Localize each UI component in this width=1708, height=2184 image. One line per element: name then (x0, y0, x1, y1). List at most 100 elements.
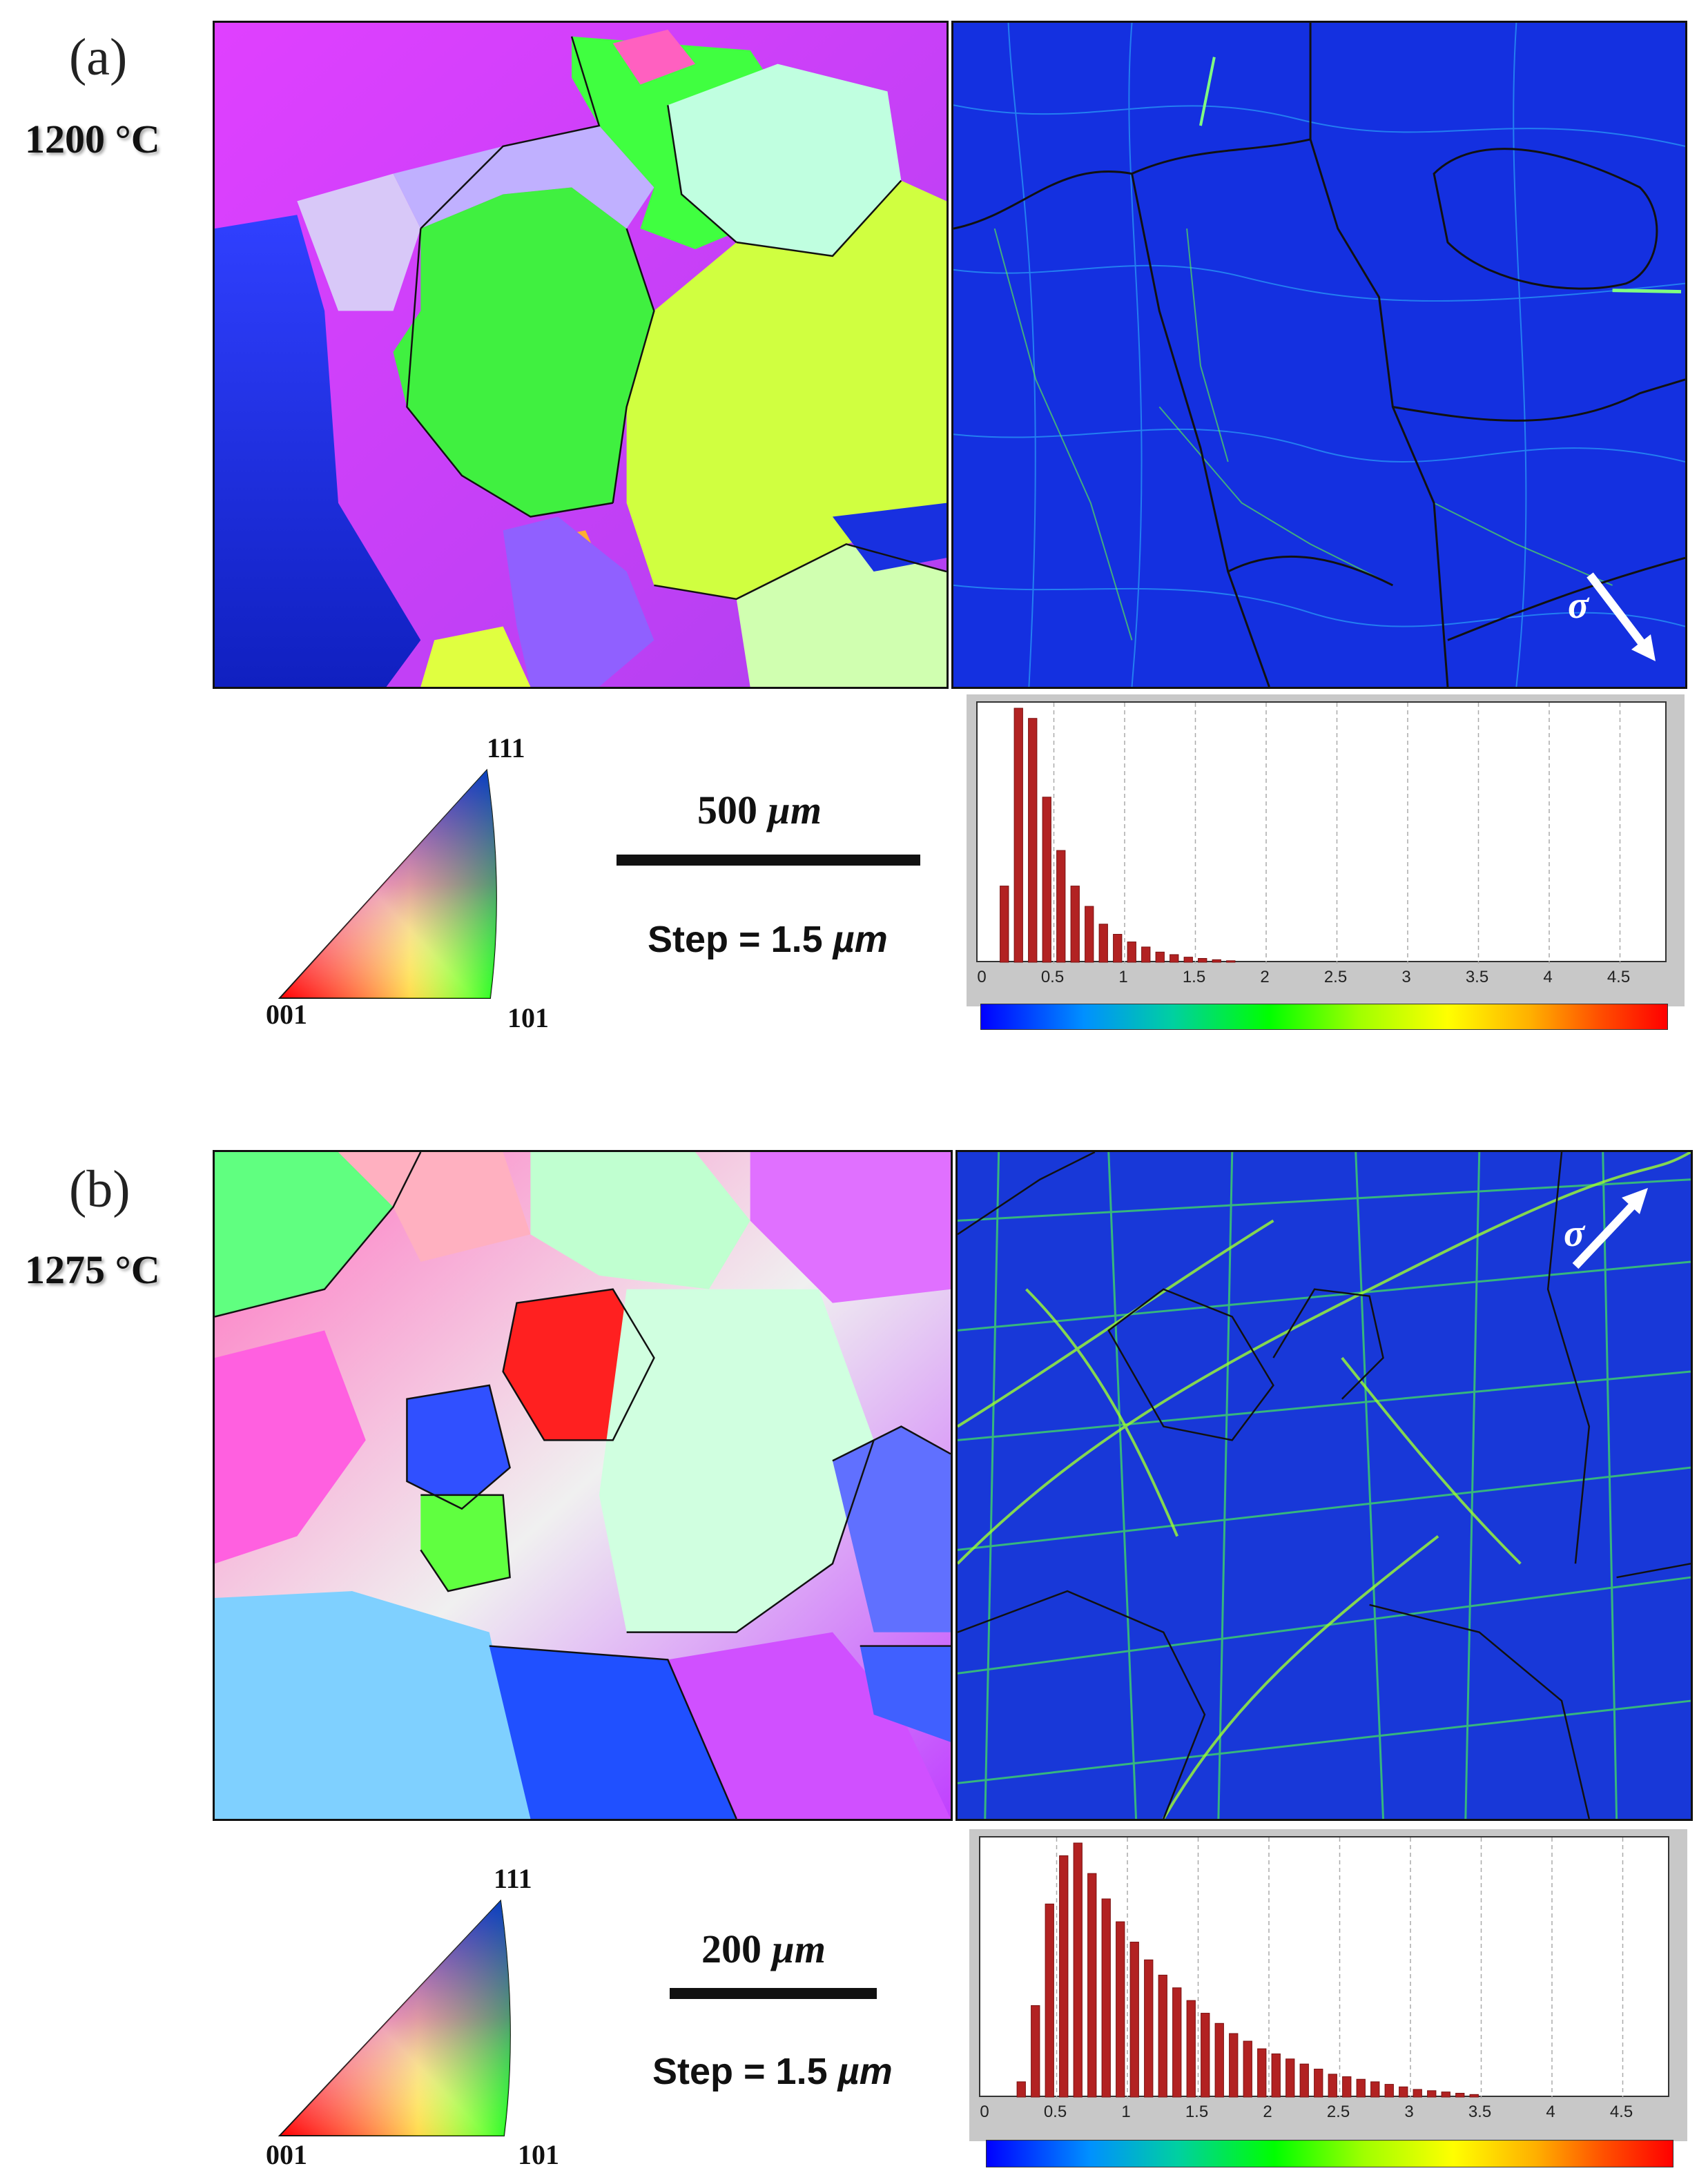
histogram-bar (1070, 886, 1080, 963)
histogram-bar (1031, 2005, 1040, 2098)
histogram-bar (1028, 718, 1038, 963)
histogram-tick-label: 2 (1260, 968, 1270, 986)
histogram-bar (1455, 2092, 1465, 2098)
panel-b-label: (b) (69, 1160, 130, 1218)
ipf-orientation-map-a (213, 21, 949, 689)
histogram-bar (1201, 2013, 1210, 2098)
histogram-bar (1170, 954, 1179, 963)
histogram-bar (1127, 942, 1136, 963)
histogram-bar (1328, 2074, 1337, 2098)
ipf-color-key-a: 111 001 101 (266, 722, 570, 1040)
ipf-corner-101-b: 101 (518, 2139, 559, 2170)
histogram-bar (1056, 850, 1066, 963)
histogram-bars-a (1000, 703, 1621, 964)
histogram-plot-area-a (976, 701, 1667, 964)
histogram-bar (1186, 2000, 1196, 2098)
histogram-bar (1399, 2086, 1408, 2098)
kernel-misorientation-map-b: σ (955, 1150, 1693, 1821)
scale-bar-b (670, 1988, 877, 1999)
histogram-tick-label: 4 (1546, 2103, 1555, 2121)
histogram-tick-label: 1 (1121, 2103, 1131, 2121)
stress-direction-label-a: σ (1568, 584, 1589, 627)
histogram-tick-label: 4.5 (1609, 2103, 1633, 2121)
histogram-tick-label: 0 (980, 2103, 989, 2121)
histogram-bar (1141, 946, 1151, 963)
histogram-bar (1098, 924, 1108, 963)
histogram-bar (1129, 1942, 1139, 2098)
ipf-corner-101-a: 101 (507, 1002, 549, 1033)
histogram-bar (1087, 1873, 1097, 2098)
histogram-bar (1113, 934, 1123, 963)
histogram-bar (1212, 959, 1221, 963)
ipf-corner-111-b: 111 (494, 1863, 532, 1894)
histogram-bar (1198, 957, 1207, 963)
ipf-color-key-b: 111 001 101 (266, 1860, 570, 2177)
histogram-bar (1000, 886, 1009, 963)
panel-a-temperature: 1200 °C (25, 117, 160, 162)
histogram-bars-b (1016, 1837, 1624, 2098)
step-size-label-a: Step = 1.5 µm (648, 919, 888, 960)
histogram-tick-label: 1.5 (1182, 968, 1206, 986)
histogram-bar (1214, 2022, 1224, 2098)
panel-b-temperature: 1275 °C (25, 1247, 160, 1292)
histogram-bar (1016, 2081, 1026, 2098)
histogram-bar (1144, 1959, 1154, 2098)
histogram-bar (1370, 2081, 1380, 2098)
histogram-bar (1158, 1974, 1167, 2098)
scale-bar-a (617, 855, 920, 866)
ipf-orientation-map-b (213, 1150, 953, 1821)
histogram-tick-label: 2.5 (1323, 968, 1348, 986)
kernel-misorientation-map-a: σ (951, 21, 1687, 689)
histogram-bar (1226, 960, 1236, 963)
histogram-tick-label: 3.5 (1468, 2103, 1492, 2121)
histogram-tick-label: 0 (977, 968, 987, 986)
histogram-bar (1299, 2063, 1309, 2098)
panel-a-label: (a) (69, 28, 128, 86)
scale-bar-label-b: 200 µm (701, 1927, 826, 1971)
histogram-tick-label: 3.5 (1465, 968, 1489, 986)
histogram-bar (1116, 1921, 1125, 2098)
histogram-bar (1013, 708, 1023, 963)
histogram-bar (1155, 951, 1165, 963)
histogram-bar (1384, 2084, 1394, 2098)
histogram-bar (1356, 2078, 1366, 2098)
histogram-tick-label: 4 (1543, 968, 1553, 986)
histogram-bar (1229, 2033, 1239, 2098)
histogram-bar (1314, 2069, 1323, 2098)
histogram-tick-label: 1.5 (1185, 2103, 1209, 2121)
misorientation-histogram-a: 0 0.5 1 1.5 2 2.5 3 3.5 4 4.5 (967, 694, 1685, 1006)
kam-color-scale-b (986, 2140, 1673, 2167)
histogram-bar (1085, 906, 1094, 963)
histogram-bar (1243, 2040, 1252, 2098)
kam-color-scale-a (980, 1004, 1668, 1030)
ipf-corner-111-a: 111 (487, 732, 525, 763)
histogram-tick-label: 0.5 (1040, 968, 1065, 986)
histogram-tick-label: 0.5 (1043, 2103, 1067, 2121)
histogram-bar (1427, 2090, 1437, 2098)
histogram-bar (1342, 2076, 1352, 2098)
histogram-bar (1059, 1855, 1069, 2098)
histogram-plot-area-b (979, 1836, 1669, 2098)
histogram-bar (1045, 1903, 1054, 2098)
histogram-bar (1469, 2094, 1479, 2098)
histogram-bar (1172, 1987, 1182, 2098)
histogram-tick-label: 2 (1263, 2103, 1272, 2121)
histogram-bar (1042, 797, 1051, 963)
histogram-bar (1285, 2058, 1295, 2098)
histogram-tick-label: 3 (1401, 968, 1411, 986)
histogram-bar (1271, 2053, 1281, 2098)
histogram-tick-label: 2.5 (1326, 2103, 1350, 2121)
ipf-corner-001-a: 001 (266, 999, 307, 1030)
histogram-bar (1257, 2048, 1267, 2098)
histogram-bar (1413, 2089, 1422, 2098)
misorientation-histogram-b: 0 0.5 1 1.5 2 2.5 3 3.5 4 4.5 (969, 1829, 1687, 2141)
histogram-tick-label: 1 (1118, 968, 1128, 986)
histogram-bar (1183, 957, 1193, 963)
histogram-tick-label: 4.5 (1607, 968, 1631, 986)
histogram-bar (1073, 1842, 1083, 2098)
histogram-bar (1101, 1898, 1111, 2098)
histogram-bar (1441, 2092, 1450, 2098)
histogram-tick-label: 3 (1404, 2103, 1414, 2121)
step-size-label-b: Step = 1.5 µm (652, 2051, 893, 2092)
scale-bar-label-a: 500 µm (697, 788, 822, 832)
